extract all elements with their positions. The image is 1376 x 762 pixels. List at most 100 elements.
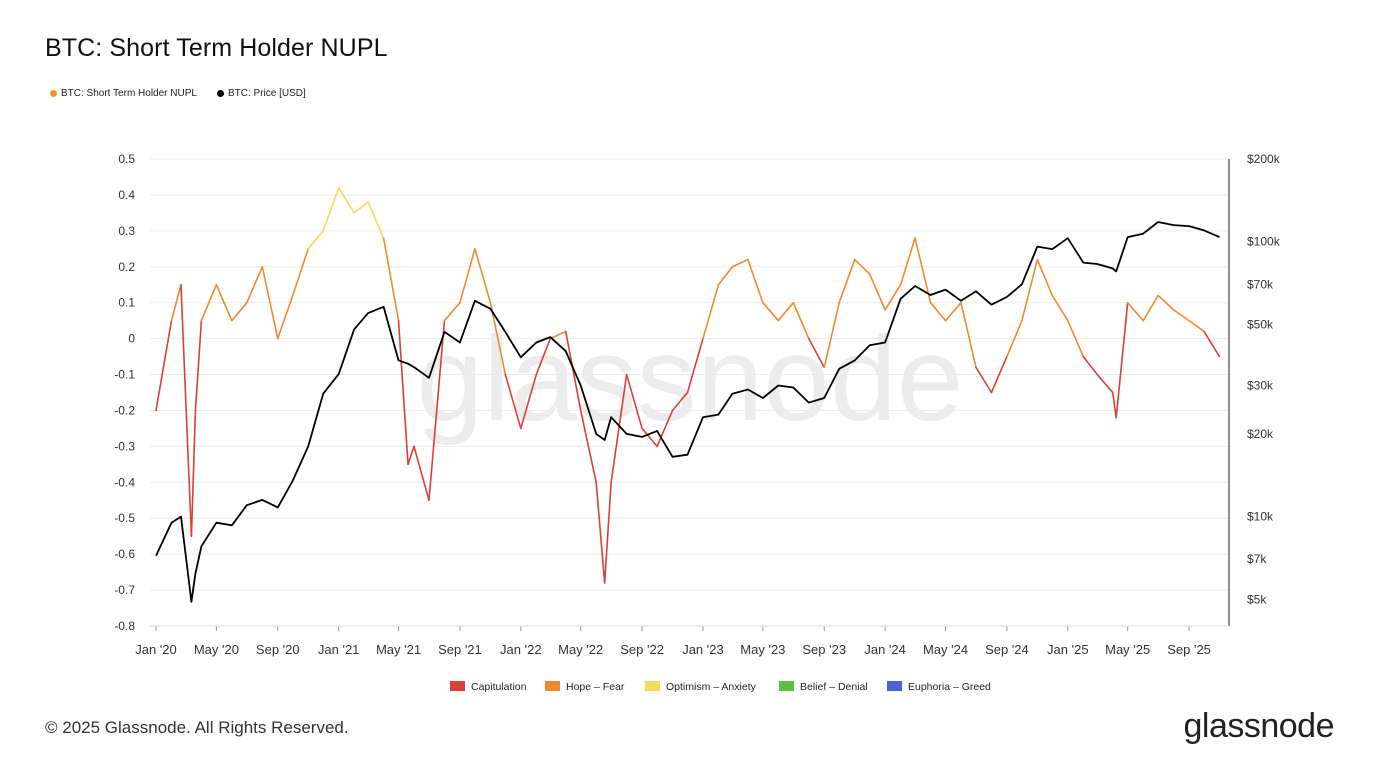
nupl-segment [884,283,902,311]
y-left-tick-label: -0.7 [114,583,135,597]
y-right-tick-label: $70k [1247,277,1274,291]
zone-swatch [450,681,465,691]
nupl-segment [1142,294,1159,322]
x-tick-label: Jan '24 [864,642,906,657]
x-tick-label: May '24 [923,642,968,657]
nupl-segment [1172,309,1190,322]
nupl-segment [474,248,492,304]
y-left-tick-label: -0.6 [114,547,135,561]
nupl-segment [641,427,658,448]
nupl-segment [382,237,400,322]
x-tick-label: May '23 [740,642,785,657]
nupl-segment [686,337,704,394]
nupl-segment [1203,330,1221,358]
y-left-tick-label: 0.4 [118,188,135,202]
nupl-segment [625,373,643,430]
nupl-segment [823,301,841,369]
zone-swatch [779,681,794,691]
nupl-segment [960,301,977,369]
nupl-segment [603,481,612,584]
nupl-segment [397,319,409,466]
nupl-segment [1066,319,1085,358]
nupl-segment [1006,319,1023,358]
x-axis: Jan '20 May '20 Sep '20 Jan '21 May '21 Sep '… [135,625,1229,657]
x-tick-label: May '21 [376,642,421,657]
y-right-tick-label: $10k [1247,510,1274,524]
zone-swatch [887,681,902,691]
y-left-tick-label: 0.2 [118,260,135,274]
nupl-segment [231,301,248,322]
zone-legend: Capitulation Hope – Fear Optimism – Anxiet… [450,681,991,693]
y-left-tick-label: -0.8 [114,619,135,633]
x-tick-label: Jan '25 [1047,642,1089,657]
nupl-segment [428,319,446,502]
nupl-segment [337,186,355,214]
zone-label: Euphoria – Greed [908,681,991,693]
nupl-segment [407,445,415,466]
chart-title: BTC: Short Term Holder NUPL [45,34,388,62]
nupl-segment [1036,258,1054,297]
nupl-segment [899,237,916,286]
nupl-segment [944,301,962,322]
nupl-segment [579,409,597,484]
nupl-segment [535,337,552,376]
nupl-segment [807,337,826,369]
nupl-segment [276,294,294,340]
y-right-tick-label: $20k [1247,427,1274,441]
zone-label: Capitulation [471,681,527,693]
nupl-segment [170,283,182,322]
nupl-segment [194,319,203,412]
nupl-segment [702,283,720,340]
y-left-tick-label: -0.4 [114,475,135,489]
nupl-segment [261,265,279,340]
nupl-segment [1126,301,1144,322]
watermark: glassnode [416,312,963,446]
nupl-segment [353,201,369,214]
zone-label: Hope – Fear [566,681,625,693]
nupl-segment [656,409,674,448]
y-left-tick-label: 0.3 [118,224,135,238]
nupl-segment [610,373,628,484]
nupl-segment [853,258,871,275]
y-right-tick-label: $5k [1247,592,1267,606]
legend-label-price: BTC: Price [USD] [227,88,306,99]
zone-swatch [545,681,560,691]
nupl-segment [367,201,385,239]
nupl-segment [200,283,218,322]
x-tick-label: Jan '23 [682,642,724,657]
nupl-segment [190,409,197,537]
x-tick-label: Jan '21 [318,642,360,657]
x-tick-label: Sep '22 [620,642,664,657]
nupl-segment [520,373,538,430]
x-tick-label: Sep '24 [985,642,1029,657]
y-left-tick-label: -0.2 [114,403,135,417]
x-tick-label: May '22 [558,642,603,657]
nupl-segment [413,445,430,502]
nupl-segment [1082,355,1099,376]
nupl-segment [1157,294,1175,311]
x-tick-label: Sep '23 [802,642,846,657]
price-line [155,221,1220,603]
nupl-segment [564,330,582,412]
nupl-segment [792,301,810,340]
x-tick-label: Sep '25 [1167,642,1211,657]
nupl-series [155,186,1221,584]
legend-item-price[interactable]: BTC: Price [USD] [216,88,306,99]
nupl-segment [215,283,233,322]
nupl-segment [747,258,764,304]
nupl-segment [868,273,886,311]
legend-item-nupl[interactable]: BTC: Short Term Holder NUPL [50,88,197,99]
nupl-segment [929,301,947,322]
x-tick-label: May '25 [1105,642,1150,657]
nupl-segment [443,301,461,322]
nupl-segment [762,301,780,322]
x-tick-label: Sep '20 [256,642,300,657]
y-left-tick-label: 0.1 [118,296,135,310]
nupl-segment [1096,373,1114,394]
y-left-tick-label: 0 [128,332,135,346]
nupl-segment [504,373,522,430]
y-right-tick-label: $50k [1247,317,1274,331]
x-tick-label: Sep '21 [438,642,482,657]
nupl-segment [1021,258,1039,322]
nupl-segment [731,258,749,268]
